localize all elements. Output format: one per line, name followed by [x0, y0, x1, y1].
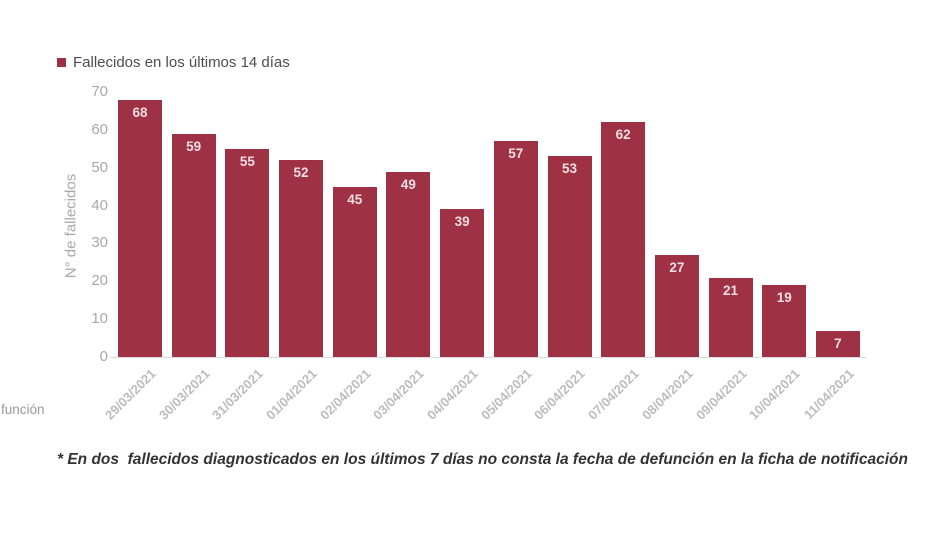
bar-value-label: 59 [186, 138, 202, 154]
bar-value-label: 45 [347, 191, 363, 207]
bar-value-label: 49 [400, 176, 416, 192]
x-tick-label: 08/04/2021 [638, 366, 696, 423]
x-tick-label: 03/04/2021 [370, 366, 428, 423]
y-tick-label: 40 [91, 196, 108, 214]
bar: 55 [225, 148, 270, 357]
bar: 52 [279, 160, 324, 357]
bar: 53 [547, 156, 592, 357]
x-tick-label: 10/04/2021 [746, 366, 803, 423]
x-tick-label: 30/03/2021 [155, 366, 213, 423]
y-tick-label: 60 [91, 120, 108, 138]
bar-series: 68 59 55 52 45 49 39 57 53 62 27 21 19 7 [118, 92, 860, 357]
bar-value-label: 62 [615, 127, 631, 143]
legend-label: Fallecidos en los últimos 14 días [73, 54, 290, 71]
y-axis-label: N° de fallecidos [62, 173, 80, 279]
bar-value-label: 27 [669, 259, 685, 275]
x-tick-label: 07/04/2021 [585, 366, 642, 423]
y-tick-label: 70 [91, 83, 108, 100]
x-tick-label: 01/04/2021 [263, 366, 320, 423]
footnote: * En dos fallecidos diagnosticados en lo… [57, 451, 908, 468]
x-tick-label: 11/04/2021 [800, 366, 857, 423]
y-tick-label: 0 [99, 348, 108, 365]
x-tick-label: 29/03/2021 [101, 366, 159, 423]
bar-value-label: 21 [723, 282, 739, 298]
y-tick-label: 20 [91, 272, 108, 290]
y-tick-label: 10 [91, 310, 108, 328]
bar: 45 [332, 186, 377, 357]
x-tick-label: 06/04/2021 [531, 366, 589, 423]
x-tick-label: 31/03/2021 [209, 366, 266, 423]
x-axis-line [110, 357, 866, 358]
bar-value-label: 39 [454, 214, 470, 230]
bar-value-label: 52 [293, 165, 309, 181]
bar: 21 [708, 277, 753, 357]
bar: 59 [171, 133, 216, 357]
bar-value-label: 19 [776, 290, 792, 306]
x-tick-label: 09/04/2021 [692, 366, 750, 423]
legend: Fallecidos en los últimos 14 días [57, 54, 290, 71]
y-tick-label: 30 [91, 234, 108, 252]
bar: 62 [601, 122, 646, 357]
legend-swatch-icon [57, 58, 66, 67]
x-axis-tick-labels: 29/03/2021 30/03/2021 31/03/2021 01/04/2021… [102, 357, 860, 447]
bar-value-label: 68 [132, 104, 148, 120]
bar-value-label: 55 [239, 153, 255, 169]
x-tick-label: 04/04/2021 [424, 366, 481, 423]
bar-value-label: 53 [561, 161, 578, 177]
x-tick-label: 05/04/2021 [477, 366, 535, 423]
x-tick-label: 02/04/2021 [316, 366, 374, 423]
bar: 27 [654, 254, 699, 357]
bar-value-label: 57 [508, 146, 524, 162]
left-edge-text-fragment: función [1, 402, 45, 417]
bar: 19 [762, 285, 807, 357]
bar: 39 [440, 209, 485, 357]
y-tick-label: 50 [91, 158, 108, 176]
bar: 57 [493, 141, 538, 357]
bar: 68 [118, 99, 162, 357]
bar: 7 [815, 330, 860, 357]
bar-value-label: 7 [834, 335, 842, 351]
bar: 49 [386, 171, 431, 357]
